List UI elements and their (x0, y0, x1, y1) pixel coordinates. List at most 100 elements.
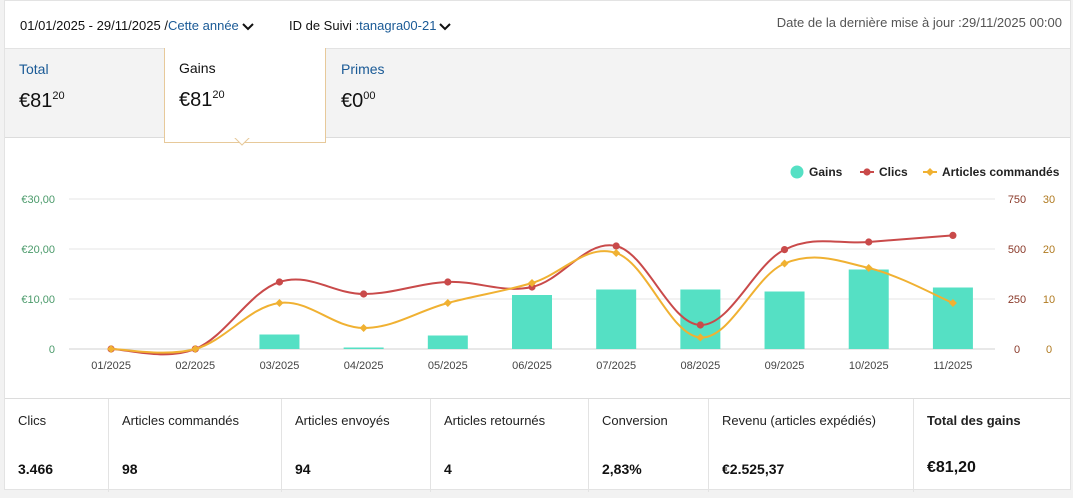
series-point (359, 324, 368, 332)
stat-value: 98 (122, 461, 138, 477)
legend-swatch (790, 165, 804, 179)
series-line (111, 250, 954, 354)
right-axis-tick: 500 (1008, 244, 1026, 256)
series-point (780, 246, 789, 254)
right-axis-tick: 30 (1043, 194, 1055, 206)
gains-bars (259, 269, 973, 349)
series-point (360, 290, 368, 298)
series-point (864, 264, 873, 272)
series-point (612, 249, 621, 257)
tab-primes-label: Primes (341, 61, 385, 77)
date-range-selector[interactable]: 01/01/2025 - 29/11/2025 /Cette année (20, 18, 255, 33)
right-axis-tick: 10 (1043, 294, 1055, 306)
stat-clics: Clics 3.466 (5, 399, 109, 492)
active-tab-pointer (234, 137, 250, 146)
series-point (696, 333, 705, 342)
earnings-tabs: Total €8120 Gains €8120 Primes €000 (5, 48, 1070, 143)
x-axis-tick: 07/2025 (596, 360, 636, 372)
tab-gains-label: Gains (179, 60, 216, 76)
tab-gains[interactable]: Gains €8120 (164, 48, 326, 143)
chevron-down-icon[interactable] (438, 22, 452, 32)
tab-primes-value: €000 (341, 90, 376, 112)
report-toolbar: 01/01/2025 - 29/11/2025 /Cette année ID … (5, 1, 1072, 48)
left-axis-tick: €10,00 (21, 294, 55, 306)
stat-total-gains: Total des gains €81,20 (914, 399, 1070, 492)
legend-label: Gains (809, 165, 843, 179)
right-axis-tick: 750 (1008, 194, 1026, 206)
stat-label: Articles envoyés (295, 413, 390, 428)
gains-bar (512, 295, 552, 349)
right-axis-tick: 0 (1014, 344, 1020, 356)
gains-bar (343, 347, 384, 349)
period-dropdown-value[interactable]: Cette année (167, 18, 239, 33)
tab-total-value: €8120 (19, 90, 65, 112)
series-point (107, 345, 116, 353)
series-point (191, 345, 200, 353)
series-point (443, 299, 452, 307)
series-point (865, 238, 873, 246)
stat-value: 4 (444, 461, 452, 477)
earnings-report-panel: 01/01/2025 - 29/11/2025 /Cette année ID … (4, 0, 1072, 492)
stat-label: Articles retournés (444, 413, 546, 428)
stat-value: €2.525,37 (722, 461, 785, 477)
tab-primes[interactable]: Primes €000 (327, 49, 527, 139)
stat-label: Revenu (articles expédiés) (722, 413, 876, 428)
legend-swatch (863, 168, 871, 176)
left-axis-tick: €20,00 (21, 244, 55, 256)
chevron-down-icon[interactable] (241, 22, 255, 32)
stat-articles-envoyes: Articles envoyés 94 (282, 399, 431, 492)
series-point (948, 299, 957, 307)
legend-swatch (926, 168, 934, 176)
gains-bar (596, 289, 637, 349)
series-point (528, 279, 536, 287)
gains-bar (764, 291, 805, 349)
right-axis-tick: 250 (1008, 294, 1026, 306)
tracking-id-selector[interactable]: ID de Suivi :tanagra00-21 (289, 18, 452, 33)
right-axis-tick: 20 (1043, 244, 1055, 256)
earnings-chart: Gains Clics Articles commandés €30,00 750 30… (21, 165, 1060, 372)
stat-value: 3.466 (18, 461, 54, 477)
tab-total[interactable]: Total €8120 (5, 49, 165, 139)
tracking-id-value[interactable]: tanagra00-21 (359, 18, 437, 33)
series-point (444, 278, 452, 286)
stat-label: Conversion (602, 413, 668, 428)
stat-value: 2,83% (602, 461, 642, 477)
chart-axes: €30,00 750 30 €20,00 500 20 €10,00 250 10 0 0 0 01/2… (21, 194, 1055, 372)
x-axis-tick: 04/2025 (344, 360, 384, 372)
stat-conversion: Conversion 2,83% (589, 399, 709, 492)
stat-value: 94 (295, 461, 311, 477)
series-point (275, 278, 284, 286)
series-line (111, 234, 953, 356)
x-axis-tick: 11/2025 (933, 360, 972, 372)
gains-bar (259, 334, 300, 349)
chart-lines (107, 231, 957, 356)
left-axis-tick: 0 (49, 344, 55, 356)
series-point (275, 299, 284, 307)
tab-gains-value: €8120 (179, 89, 225, 111)
stat-revenu: Revenu (articles expédiés) €2.525,37 (709, 399, 914, 492)
stat-label: Clics (18, 413, 47, 428)
tracking-id-label: ID de Suivi : (289, 18, 360, 33)
stat-value: €81,20 (927, 459, 976, 476)
series-point (696, 321, 704, 329)
stat-articles-commandes: Articles commandés 98 (109, 399, 282, 492)
x-axis-tick: 02/2025 (175, 360, 215, 372)
chart-legend: Gains Clics Articles commandés (790, 165, 1060, 179)
legend-label: Articles commandés (942, 165, 1060, 179)
right-axis-tick: 0 (1046, 344, 1052, 356)
series-point (780, 259, 789, 268)
stat-label: Total des gains (927, 413, 1021, 428)
date-range-text: 01/01/2025 - 29/11/2025 / (20, 18, 168, 33)
series-point (949, 231, 957, 239)
summary-stats: Clics 3.466 Articles commandés 98 Articl… (5, 398, 1070, 492)
stat-label: Articles commandés (122, 413, 240, 428)
x-axis-tick: 08/2025 (680, 360, 720, 372)
x-axis-tick: 10/2025 (849, 360, 889, 372)
x-axis-tick: 05/2025 (428, 360, 468, 372)
gains-bar (427, 335, 468, 349)
gains-bar (848, 269, 889, 349)
legend-label: Clics (879, 165, 908, 179)
tab-total-label: Total (19, 61, 49, 77)
x-axis-tick: 06/2025 (512, 360, 552, 372)
x-axis-tick: 09/2025 (765, 360, 805, 372)
